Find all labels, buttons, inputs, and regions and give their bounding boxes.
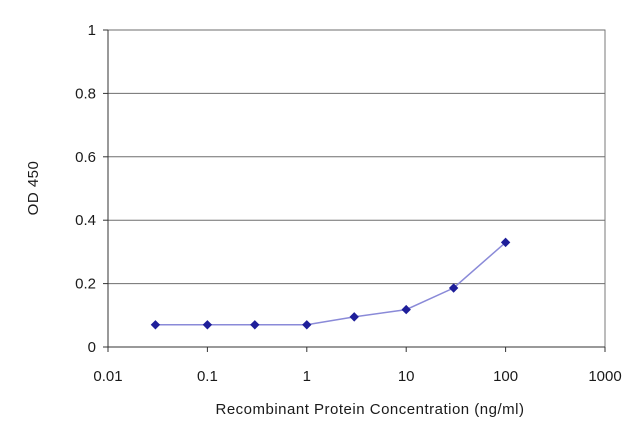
data-point-marker bbox=[150, 320, 161, 330]
plot-area bbox=[107, 29, 606, 348]
data-point-marker bbox=[500, 237, 511, 248]
y-tick-label: 0.2 bbox=[75, 276, 96, 293]
x-axis-title: Recombinant Protein Concentration (ng/ml… bbox=[216, 401, 525, 418]
data-series bbox=[150, 237, 511, 330]
gridlines bbox=[108, 29, 605, 285]
data-point-marker bbox=[448, 283, 459, 293]
y-tick-label: 0.4 bbox=[75, 212, 96, 229]
x-tick-label: 1 bbox=[303, 368, 311, 385]
x-tick-label: 1000 bbox=[588, 368, 621, 385]
axes bbox=[103, 29, 606, 352]
y-tick-label: 0.8 bbox=[75, 85, 96, 102]
data-point-marker bbox=[349, 312, 359, 322]
data-point-marker bbox=[202, 320, 213, 330]
y-tick-label: 1 bbox=[88, 22, 96, 39]
series-line bbox=[155, 241, 507, 326]
x-tick-label: 0.01 bbox=[93, 368, 122, 385]
data-point-marker bbox=[302, 320, 312, 330]
x-tick-label: 100 bbox=[493, 368, 518, 385]
x-tick-labels: 0.01 0.1 1 10 100 1000 bbox=[93, 368, 621, 385]
x-tick-label: 10 bbox=[398, 368, 415, 385]
y-tick-label: 0.6 bbox=[75, 149, 96, 166]
y-tick-label: 0 bbox=[88, 339, 96, 356]
y-tick-labels: 0 0.2 0.4 0.6 0.8 1 bbox=[75, 22, 96, 356]
data-point-marker bbox=[401, 304, 411, 315]
data-point-marker bbox=[250, 320, 260, 330]
x-tick-label: 0.1 bbox=[197, 368, 218, 385]
y-axis-title: OD 450 bbox=[25, 161, 42, 216]
